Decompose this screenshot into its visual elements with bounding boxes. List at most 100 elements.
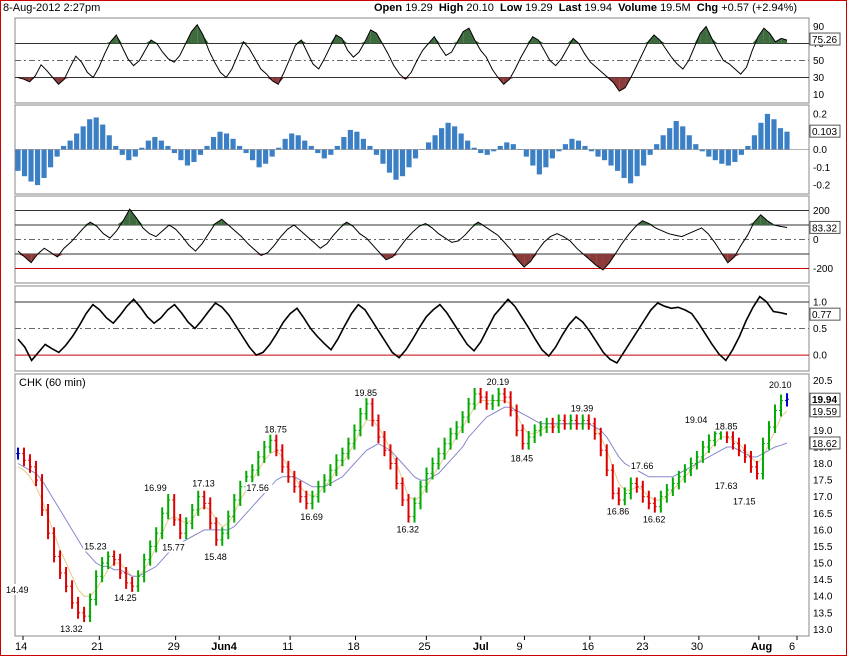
annotation-bg [605, 505, 633, 517]
overbought-fill [451, 41, 458, 44]
overbought-fill [104, 41, 111, 44]
histogram-bar [458, 133, 464, 150]
price-right-box [809, 436, 841, 450]
overbought-fill [123, 209, 130, 225]
price-tick: 20.5 [813, 376, 833, 387]
oversold-fill [266, 77, 273, 81]
high-value: 20.10 [466, 2, 494, 14]
osc3-tick: 0 [813, 235, 819, 246]
overbought-fill [471, 222, 479, 225]
histogram-bar [347, 129, 353, 150]
annotation-bg [509, 452, 537, 464]
histogram-bar [745, 145, 751, 150]
histogram-bar [184, 149, 191, 166]
overbought-fill [760, 214, 768, 225]
price-annotation: 18.75 [264, 425, 287, 435]
annotation-bg [767, 378, 795, 390]
histogram-bar [204, 145, 210, 150]
quote-summary: Open 19.29 High 20.10 Low 19.29 Last 19.… [374, 2, 797, 14]
histogram-bar [113, 145, 119, 150]
histogram-bar [263, 149, 269, 164]
histogram-bar [295, 135, 301, 150]
overbought-fill [191, 24, 198, 44]
annotation-bg [113, 591, 141, 603]
histogram-bar [556, 149, 562, 152]
histogram-bar [452, 126, 458, 150]
overbought-fill [83, 222, 91, 225]
histogram-bar [706, 149, 712, 157]
histogram-bar [282, 138, 288, 150]
histogram-bar [536, 149, 542, 175]
overbought-fill [700, 26, 707, 44]
overbought-fill [359, 41, 365, 44]
price-annotation: 13.32 [60, 624, 83, 634]
histogram-bar [34, 149, 41, 186]
annotation-bg [263, 423, 291, 435]
histogram-bar [243, 149, 249, 154]
overbought-fill [208, 223, 216, 225]
histogram-bar [126, 149, 132, 161]
price-annotation: 15.23 [84, 541, 107, 551]
overbought-fill [203, 35, 209, 44]
histogram-bar [21, 149, 28, 177]
overbought-fill [463, 28, 469, 44]
histogram-bar [784, 131, 790, 150]
histogram-bar [28, 149, 34, 182]
x-tick-label: 23 [636, 641, 648, 653]
x-tick-label: 25 [418, 641, 430, 653]
histogram-bar [641, 149, 647, 166]
osc1-current-value: 75.26 [812, 35, 837, 46]
osc2-tick: 0.2 [813, 109, 827, 120]
osc3-tick: -200 [813, 264, 833, 275]
annotation-bg [203, 551, 231, 563]
price-tick: 17.5 [813, 476, 833, 487]
oscillator-line [17, 208, 788, 271]
oversold-fill [509, 77, 516, 80]
price-annotation: 14.25 [114, 593, 137, 603]
oversold-fill [517, 254, 525, 268]
histogram-bar [74, 133, 80, 150]
histogram-bar [139, 147, 145, 150]
histogram-bar [308, 145, 314, 150]
price-annotation: 16.32 [397, 524, 420, 534]
histogram-bar [256, 149, 262, 168]
osc3-tick: 200 [813, 206, 830, 217]
osc2-current-box [809, 124, 841, 138]
histogram-bar [751, 135, 758, 150]
price-annotation: 16.86 [607, 506, 630, 516]
x-tick-label: 16 [582, 641, 594, 653]
histogram-bar [673, 121, 679, 150]
histogram-bar [425, 142, 432, 150]
x-tick-label: 14 [15, 641, 27, 653]
histogram-bar [152, 137, 158, 150]
overbought-fill [237, 41, 244, 44]
overbought-fill [370, 29, 377, 44]
annotation-bg [485, 375, 513, 387]
x-tick-label: 11 [282, 641, 293, 653]
osc2-current-value: 0.103 [812, 127, 837, 138]
oversold-fill [386, 254, 393, 260]
histogram-bar [119, 149, 125, 155]
chart-date: 8-Aug-2012 2:27pm [3, 2, 101, 14]
osc1-tick: 30 [813, 73, 825, 84]
price-tick: 14.5 [813, 575, 833, 586]
overbought-fill [295, 40, 302, 44]
price-annotation: 20.19 [487, 377, 510, 387]
annotation-bg [5, 583, 32, 595]
price-chart-title: CHK (60 min) [19, 377, 86, 389]
overbought-fill [754, 214, 761, 225]
overbought-fill [330, 35, 337, 44]
histogram-bar [588, 149, 595, 152]
histogram-bar [764, 113, 771, 150]
histogram-bar [647, 149, 653, 155]
annotation-bg [245, 482, 273, 494]
oversold-fill [727, 254, 735, 263]
histogram-bar [236, 145, 243, 150]
histogram-bar [210, 137, 217, 150]
quote-header: 8-Aug-2012 2:27pm Open 19.29 High 20.10 … [0, 0, 847, 16]
oversold-fill [24, 254, 32, 263]
histogram-bar [106, 135, 112, 150]
price-annotation: 17.63 [715, 481, 738, 491]
histogram-bar [621, 149, 627, 178]
